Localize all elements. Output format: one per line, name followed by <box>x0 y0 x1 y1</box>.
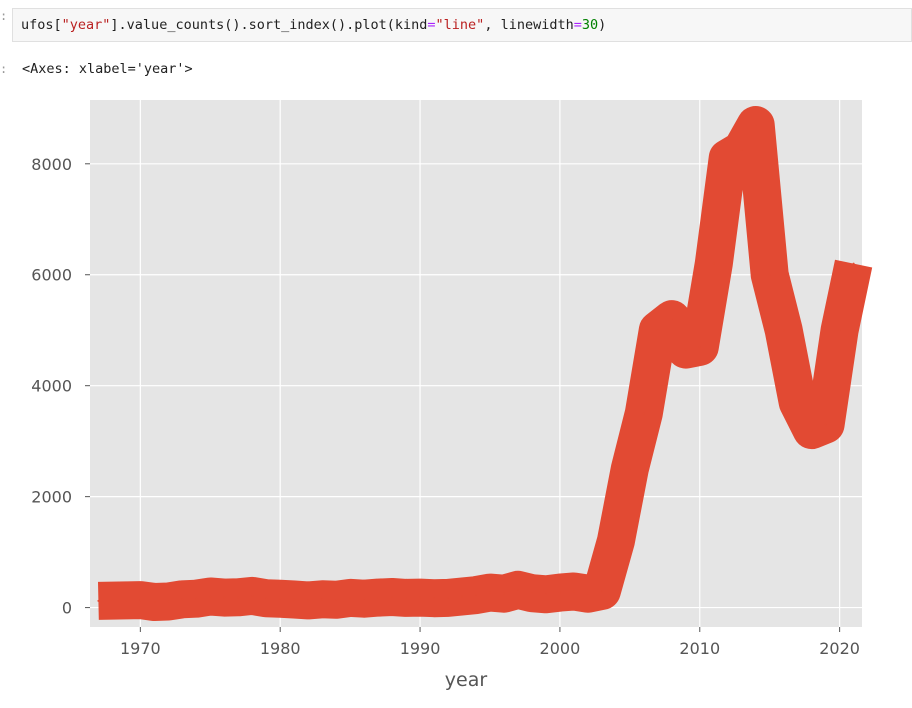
data-point <box>838 329 841 332</box>
code-token: ) <box>598 17 607 33</box>
data-point <box>433 597 436 600</box>
data-point <box>600 589 603 592</box>
x-tick-label: 1970 <box>120 639 161 658</box>
line-chart: 1970 1980 1990 2000 2010 2020 0 2000 4000 6000 80… <box>31 100 873 691</box>
data-point <box>125 599 128 602</box>
code-line[interactable]: ufos["year"].value_counts().sort_index()… <box>21 17 606 33</box>
data-point <box>293 598 296 601</box>
data-point <box>419 596 422 599</box>
code-token: , linewidth <box>484 17 574 33</box>
data-point <box>209 595 212 598</box>
data-point <box>516 588 519 591</box>
data-point <box>712 262 715 265</box>
data-point <box>377 596 380 599</box>
data-point <box>167 600 170 603</box>
data-point <box>181 598 184 601</box>
data-point <box>656 329 659 332</box>
x-axis-label: year <box>445 669 488 691</box>
code-number-token: 30 <box>581 17 599 33</box>
y-tick-label: 2000 <box>31 488 72 507</box>
data-point <box>782 329 785 332</box>
code-token: ufos[ <box>21 17 62 33</box>
x-tick-label: 2010 <box>679 639 720 658</box>
data-point <box>363 597 366 600</box>
data-point <box>97 599 100 602</box>
data-point <box>642 412 645 415</box>
data-point <box>852 262 855 265</box>
data-point <box>223 596 226 599</box>
x-axis: 1970 1980 1990 2000 2010 2020 <box>120 627 860 658</box>
data-point <box>824 423 827 426</box>
code-string-token: "year" <box>61 17 111 33</box>
data-point <box>251 594 254 597</box>
data-point <box>237 596 240 599</box>
data-point <box>405 596 408 599</box>
data-point <box>321 598 324 601</box>
x-tick-label: 2020 <box>819 639 860 658</box>
y-axis: 0 2000 4000 6000 8000 <box>31 155 90 618</box>
code-operator-token: = <box>427 17 436 33</box>
code-string-token: "line" <box>435 17 485 33</box>
data-point <box>628 467 631 470</box>
code-token: ].value_counts().sort_index().plot(kind <box>110 17 428 33</box>
data-point <box>488 591 491 594</box>
data-point <box>461 595 464 598</box>
y-tick-label: 0 <box>62 599 72 618</box>
data-point <box>153 601 156 604</box>
data-point <box>530 592 533 595</box>
data-point <box>195 597 198 600</box>
x-tick-label: 1990 <box>400 639 441 658</box>
data-point <box>754 123 757 126</box>
data-point <box>586 592 589 595</box>
data-point <box>335 598 338 601</box>
y-tick-label: 6000 <box>31 266 72 285</box>
data-point <box>810 429 813 432</box>
y-tick-label: 8000 <box>31 155 72 174</box>
data-point <box>558 591 561 594</box>
data-point <box>265 597 268 600</box>
x-tick-label: 2000 <box>540 639 581 658</box>
data-point <box>111 599 114 602</box>
data-point <box>572 590 575 593</box>
data-point <box>139 599 142 602</box>
y-tick-label: 4000 <box>31 377 72 396</box>
data-point <box>279 597 282 600</box>
output-repr-text: <Axes: xlabel='year'> <box>22 61 193 77</box>
x-tick-label: 1980 <box>260 639 301 658</box>
data-point <box>684 348 687 351</box>
data-point <box>698 345 701 348</box>
data-point <box>670 318 673 321</box>
code-cell[interactable]: ufos["year"].value_counts().sort_index()… <box>12 8 912 42</box>
data-point <box>307 599 310 602</box>
data-point <box>768 273 771 276</box>
data-point <box>726 157 729 160</box>
output-prompt: : <box>0 62 8 76</box>
data-point <box>544 593 547 596</box>
data-point <box>447 596 450 599</box>
data-point <box>391 596 394 599</box>
data-point <box>614 540 617 543</box>
data-point <box>740 148 743 151</box>
series-group <box>93 106 873 621</box>
data-point <box>475 594 477 597</box>
data-point <box>502 592 505 595</box>
data-point <box>796 401 799 404</box>
input-prompt: : <box>0 9 8 23</box>
data-point <box>349 596 352 599</box>
code-operator-token: = <box>573 17 582 33</box>
